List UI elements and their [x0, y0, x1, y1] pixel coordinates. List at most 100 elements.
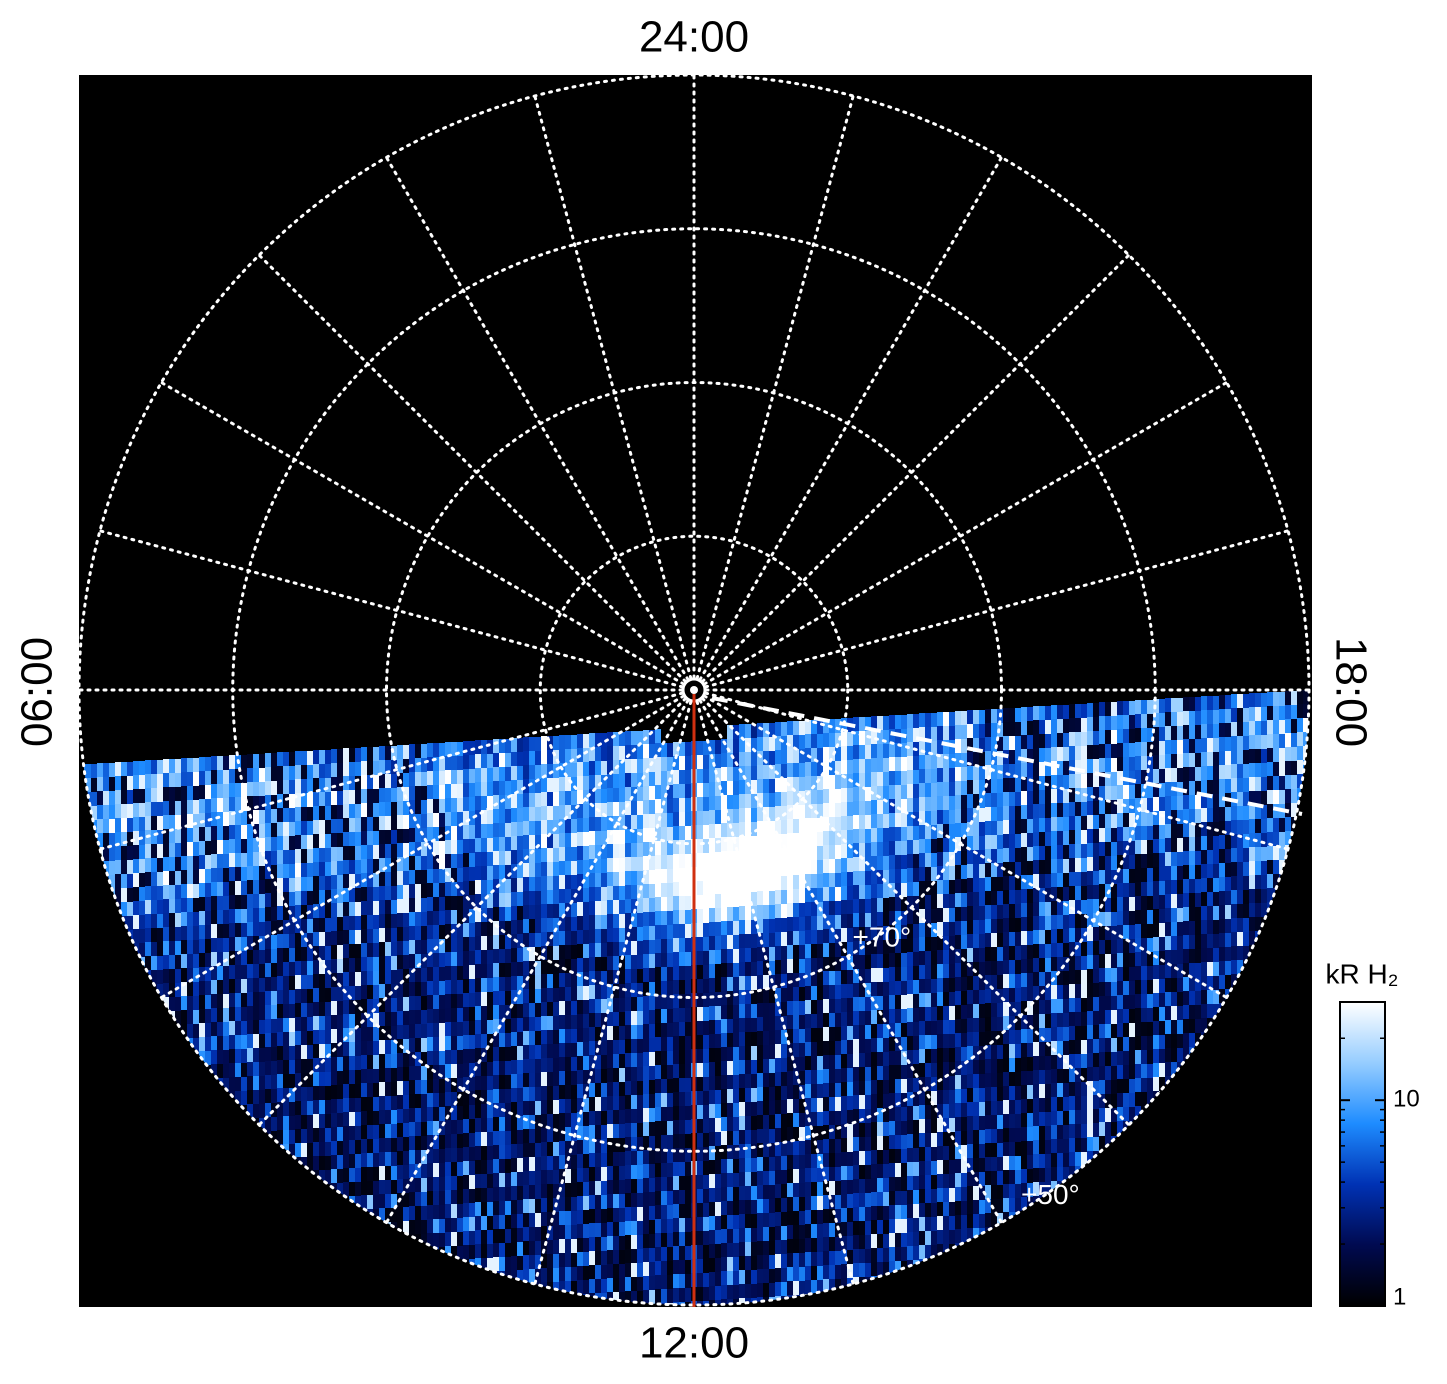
- emission-cell: [247, 1076, 253, 1090]
- emission-cell: [817, 1014, 823, 1028]
- emission-cell: [463, 755, 469, 769]
- emission-cell: [913, 1176, 919, 1190]
- emission-cell: [703, 1077, 709, 1091]
- emission-cell: [937, 1132, 943, 1146]
- emission-cell: [151, 900, 157, 914]
- emission-cell: [823, 775, 829, 789]
- emission-cell: [637, 1039, 643, 1053]
- emission-cell: [463, 867, 469, 881]
- emission-cell: [775, 890, 781, 904]
- emission-cell: [607, 816, 613, 830]
- emission-cell: [409, 1108, 415, 1122]
- emission-cell: [373, 1055, 379, 1069]
- emission-cell: [595, 943, 601, 957]
- emission-cell: [877, 1038, 883, 1052]
- emission-cell: [625, 857, 631, 871]
- emission-cell: [889, 939, 895, 953]
- emission-cell: [523, 1073, 529, 1087]
- emission-cell: [439, 757, 445, 771]
- emission-cell: [193, 926, 199, 940]
- emission-cell: [739, 1060, 745, 1074]
- emission-cell: [451, 896, 457, 910]
- emission-cell: [835, 929, 841, 943]
- emission-cell: [697, 965, 703, 979]
- emission-cell: [391, 1194, 397, 1208]
- emission-cell: [265, 893, 271, 907]
- emission-cell: [643, 940, 649, 954]
- emission-cell: [703, 1259, 709, 1273]
- emission-cell: [829, 901, 835, 915]
- emission-cell: [613, 984, 619, 998]
- emission-cell: [445, 1078, 451, 1092]
- emission-cell: [517, 1242, 523, 1256]
- emission-cell: [763, 1059, 769, 1073]
- emission-cell: [355, 762, 361, 776]
- emission-cell: [565, 1127, 571, 1141]
- emission-cell: [703, 1189, 709, 1203]
- emission-cell: [433, 757, 439, 771]
- emission-cell: [727, 991, 733, 1005]
- emission-cell: [181, 800, 187, 814]
- emission-cell: [499, 1187, 505, 1201]
- emission-cell: [115, 832, 121, 846]
- emission-cell: [307, 961, 313, 975]
- emission-cell: [511, 1144, 517, 1158]
- emission-cell: [895, 1163, 901, 1177]
- emission-cell: [769, 1031, 775, 1045]
- emission-cell: [721, 767, 727, 781]
- emission-cell: [709, 1160, 715, 1174]
- emission-cell: [811, 1042, 817, 1056]
- emission-cell: [565, 1071, 571, 1085]
- emission-cell: [433, 1065, 439, 1079]
- emission-cell: [499, 879, 505, 893]
- emission-cell: [679, 1134, 685, 1148]
- emission-cell: [187, 758, 193, 772]
- emission-cell: [295, 751, 301, 765]
- emission-cell: [283, 836, 289, 850]
- emission-cell: [715, 1188, 721, 1202]
- emission-cell: [745, 1088, 751, 1102]
- emission-cell: [949, 796, 955, 810]
- emission-cell: [625, 1039, 631, 1053]
- emission-cell: [829, 789, 835, 803]
- emission-cell: [589, 733, 595, 747]
- emission-cell: [673, 1190, 679, 1204]
- emission-cell: [463, 979, 469, 993]
- emission-cell: [253, 1076, 259, 1090]
- emission-cell: [727, 767, 733, 781]
- emission-cell: [907, 924, 913, 938]
- emission-cell: [457, 756, 463, 770]
- emission-cell: [919, 755, 925, 769]
- emission-cell: [781, 1268, 787, 1282]
- emission-cell: [253, 1062, 259, 1076]
- emission-cell: [379, 844, 385, 858]
- emission-cell: [625, 1291, 631, 1305]
- emission-cell: [241, 937, 247, 951]
- emission-cell: [697, 1021, 703, 1035]
- emission-cell: [523, 919, 529, 933]
- emission-cell: [907, 1176, 913, 1190]
- emission-cell: [757, 1269, 763, 1283]
- emission-cell: [565, 1225, 571, 1239]
- emission-cell: [439, 883, 445, 897]
- emission-cell: [487, 824, 493, 838]
- emission-cell: [349, 944, 355, 958]
- emission-cell: [889, 771, 895, 785]
- emission-cell: [409, 1206, 415, 1220]
- emission-cell: [883, 870, 889, 884]
- emission-cell: [475, 1146, 481, 1160]
- emission-cell: [913, 1134, 919, 1148]
- emission-cell: [637, 1095, 643, 1109]
- emission-cell: [421, 856, 427, 870]
- emission-cell: [523, 863, 529, 877]
- emission-cell: [367, 1167, 373, 1181]
- emission-cell: [343, 804, 349, 818]
- emission-cell: [409, 870, 415, 884]
- emission-cell: [283, 1060, 289, 1074]
- emission-cell: [481, 1244, 487, 1258]
- emission-cell: [559, 819, 565, 833]
- emission-cell: [229, 797, 235, 811]
- emission-cell: [763, 793, 769, 807]
- emission-cell: [535, 863, 541, 877]
- emission-cell: [325, 792, 331, 806]
